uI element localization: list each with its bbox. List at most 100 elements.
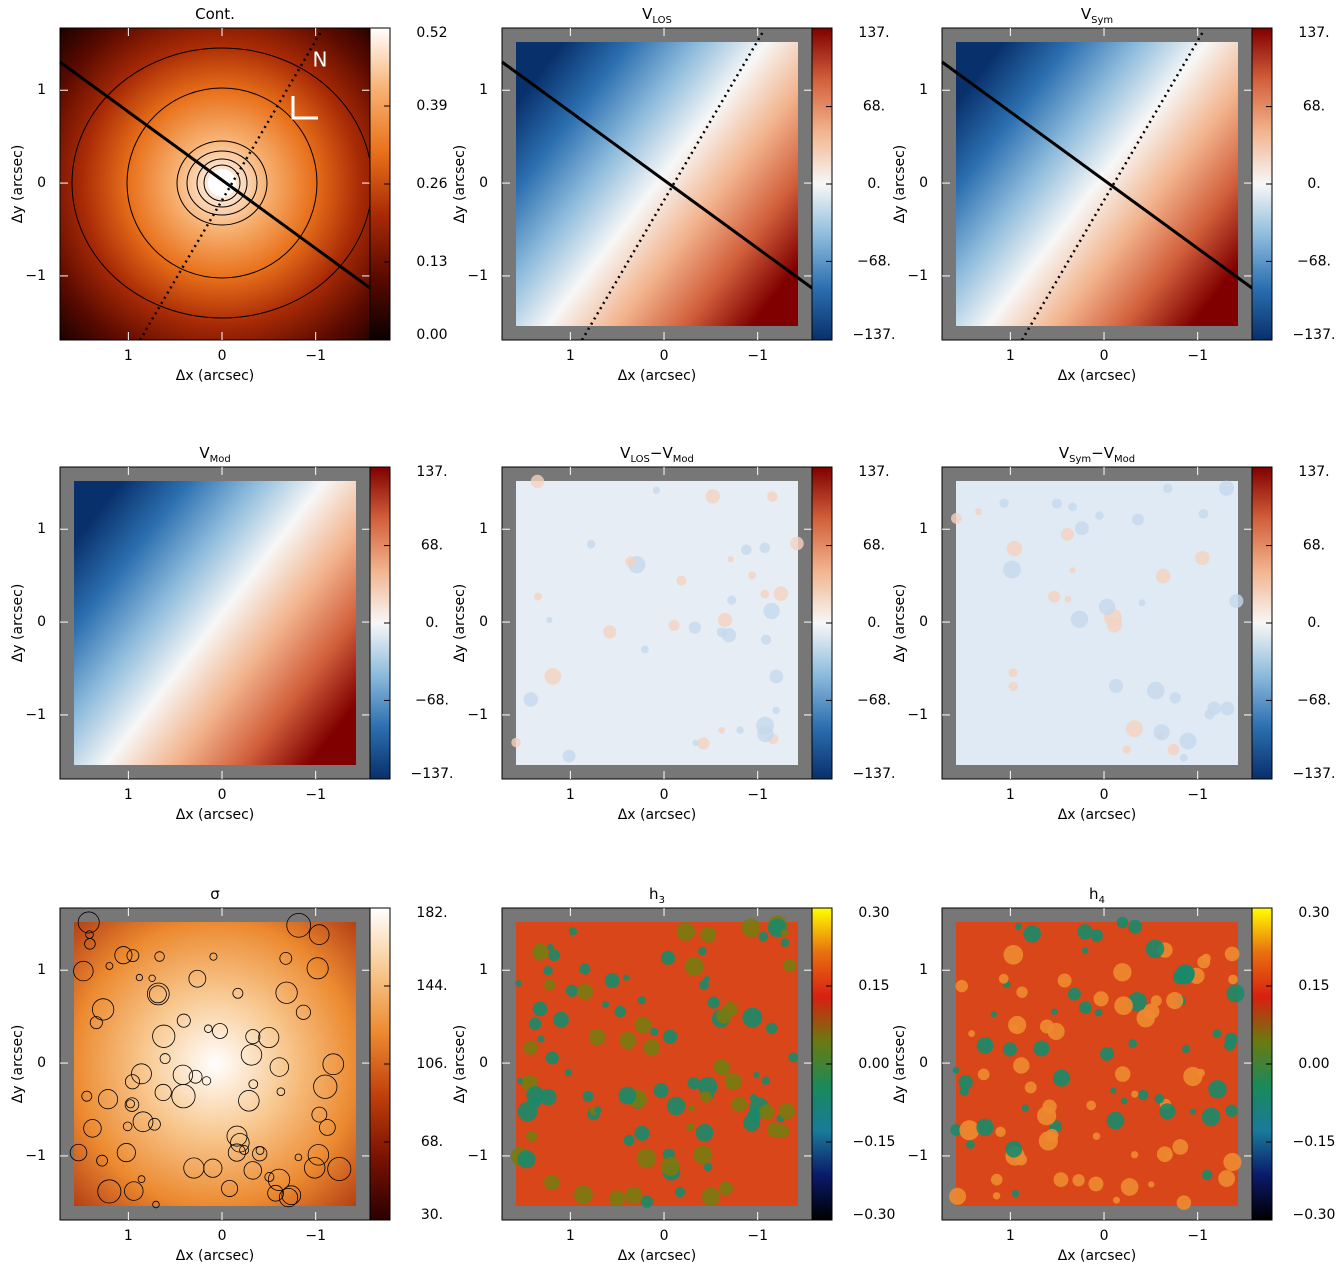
map-speck [718, 726, 726, 734]
map-speck [547, 943, 554, 951]
map-speck [959, 1120, 980, 1141]
map-speck [1125, 720, 1143, 738]
map-speck [1068, 502, 1078, 512]
panel-title: h4 [1089, 885, 1105, 906]
y-tick-label: 1 [919, 521, 928, 537]
y-tick-label: −1 [25, 707, 46, 723]
contour [303, 1157, 326, 1179]
contour [148, 985, 167, 1004]
x-tick-label: −1 [1187, 348, 1208, 364]
contour [322, 1053, 345, 1076]
x-tick-label: 1 [566, 787, 575, 803]
map-speck [533, 943, 546, 956]
map-speck [699, 979, 709, 990]
colorbar-tick-label: 0.30 [858, 905, 889, 921]
y-tick-label: 1 [37, 82, 46, 98]
contour [196, 158, 248, 208]
y-tick-label: −1 [467, 1148, 488, 1164]
map-speck [1008, 668, 1018, 678]
y-tick-label: 0 [479, 614, 488, 630]
map-speck [693, 1145, 713, 1165]
map-speck [999, 498, 1009, 508]
map-speck [523, 692, 538, 707]
map-speck [661, 1157, 680, 1176]
title-part: Mod [673, 454, 694, 465]
x-tick-label: −1 [305, 787, 326, 803]
colorbar-tick-label: −0.30 [1293, 1207, 1336, 1223]
title-part: LOS [652, 15, 671, 26]
map-speck [724, 1073, 742, 1091]
contour [176, 140, 268, 226]
contour [135, 973, 143, 982]
x-tick-label: 0 [660, 1228, 669, 1244]
contour [124, 1097, 140, 1112]
contour [124, 1074, 141, 1090]
colorbar-tick-label: −137. [853, 327, 896, 343]
colorbar-tick-label: 0. [867, 176, 880, 192]
map-speck [1220, 701, 1235, 716]
colorbar-tick-label: 0.00 [858, 1056, 889, 1072]
map-speck [660, 950, 676, 965]
map-speck [1003, 944, 1024, 965]
x-tick-label: 1 [124, 787, 133, 803]
colorbar-tick-label: 137. [1298, 25, 1329, 41]
map-speck [1120, 1097, 1128, 1105]
map-speck [990, 1011, 997, 1018]
x-axis-label: Δx (arcsec) [176, 807, 255, 823]
map-speck [1225, 1104, 1238, 1117]
map-speck [1110, 1087, 1117, 1094]
map-speck [604, 973, 620, 989]
map-speck [601, 1000, 610, 1008]
map-speck [778, 1103, 795, 1120]
map-speck [544, 979, 556, 991]
map-speck [1005, 1140, 1023, 1158]
map-speck [1067, 987, 1081, 1001]
contour [114, 946, 133, 965]
map-fill [956, 481, 1238, 765]
colorbar-tick-label: −68. [1297, 692, 1331, 708]
map-speck [1224, 946, 1240, 962]
contour [77, 911, 100, 934]
map-speck [727, 595, 737, 605]
colorbar-tick-label: 0. [1307, 176, 1320, 192]
map-speck [952, 1066, 960, 1074]
x-tick-label: 0 [218, 348, 227, 364]
map-speck [707, 996, 720, 1009]
y-tick-label: 0 [37, 614, 46, 630]
contour [186, 150, 258, 216]
map-speck [1138, 599, 1146, 607]
contour [201, 1076, 212, 1086]
contour [203, 164, 241, 202]
x-tick-label: −1 [747, 1228, 768, 1244]
map-speck [1086, 1100, 1097, 1111]
map-speck [515, 979, 522, 987]
x-tick-label: 1 [566, 1228, 575, 1244]
map-speck [1081, 947, 1089, 954]
map-speck [1093, 991, 1109, 1007]
panel-title: σ [210, 885, 220, 903]
contour [238, 1090, 260, 1112]
map-speck [705, 489, 720, 504]
contour [286, 912, 312, 938]
map-speck [1182, 1044, 1191, 1053]
x-axis-label: Δx (arcsec) [618, 368, 697, 384]
y-axis-label: Δy (arcsec) [452, 584, 468, 663]
map-speck [765, 1022, 778, 1034]
map-speck [517, 1078, 524, 1085]
map-speck [1218, 1170, 1236, 1187]
map-speck [985, 1039, 993, 1047]
map-speck [727, 556, 734, 563]
map-speck [688, 621, 701, 634]
map-speck [731, 1096, 747, 1113]
contour [154, 951, 165, 962]
y-axis-label: Δy (arcsec) [452, 145, 468, 224]
map-speck [1153, 724, 1170, 741]
map-image [941, 28, 1253, 341]
y-axis-label: Δy (arcsec) [10, 584, 26, 663]
map-speck [1226, 984, 1245, 1003]
map-speck [716, 1008, 732, 1024]
panel-title: VSym [1081, 5, 1113, 26]
contour [97, 1179, 122, 1204]
map-speck [663, 1029, 678, 1044]
map-speck [528, 1017, 542, 1031]
